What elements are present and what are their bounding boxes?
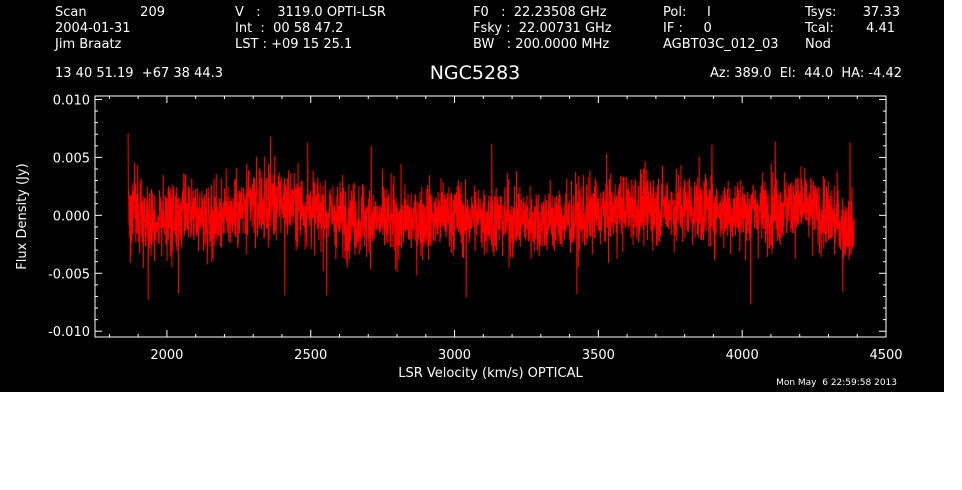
y-axis-label: Flux Density (Jy) [15, 163, 30, 269]
x-tick-label: 4500 [869, 348, 902, 363]
polarization: Pol: I [663, 5, 711, 20]
y-tick-label: 0.010 [53, 93, 90, 108]
spectrum-series-line [127, 133, 855, 305]
observation-date: 2004-01-31 [55, 21, 131, 36]
tcal-value: 4.41 [866, 21, 895, 36]
x-tick-label: 3500 [582, 348, 615, 363]
spectrum-chart: 2000 2500 3000 3500 4000 4500 -0.010 -0.005 0.00… [15, 93, 903, 381]
sky-frequency: Fsky : 22.00731 GHz [473, 21, 612, 36]
render-timestamp: Mon May 6 22:59:58 2013 [776, 378, 897, 388]
x-axis-label: LSR Velocity (km/s) OPTICAL [398, 366, 583, 381]
tsys-value: 37.33 [862, 5, 900, 20]
y-tick-label: 0.005 [53, 151, 90, 166]
switching-mode: Nod [805, 37, 831, 52]
tick-layer: 2000 2500 3000 3500 4000 4500 -0.010 -0.005 0.00… [48, 93, 902, 363]
integration-time: Int : 00 58 47.2 [235, 21, 344, 36]
scan-number: 209 [140, 5, 165, 20]
y-tick-label: 0.000 [53, 209, 90, 224]
procedure-name: AGBT03C_012_03 [663, 37, 779, 52]
source-coordinates: 13 40 51.19 +67 38 44.3 [55, 66, 224, 81]
bandwidth: BW : 200.0000 MHz [473, 37, 610, 52]
tcal-label: Tcal: [805, 21, 834, 36]
chart-title: NGC5283 [429, 62, 521, 84]
rest-frequency: F0 : 22.23508 GHz [473, 5, 607, 20]
x-tick-label: 2000 [150, 348, 183, 363]
x-tick-label: 4000 [726, 348, 759, 363]
if-number: IF : 0 [663, 21, 712, 36]
velocity-readout: V : 3119.0 OPTI-LSR [235, 5, 386, 20]
x-tick-label: 3000 [438, 348, 471, 363]
tsys-label: Tsys: [805, 5, 837, 20]
y-tick-label: -0.005 [48, 267, 90, 282]
scan-label: Scan [55, 5, 87, 20]
axes-frame [94, 95, 887, 338]
observer-name: Jim Braatz [55, 37, 122, 52]
lst-readout: LST : +09 15 25.1 [235, 37, 353, 52]
y-tick-label: -0.010 [48, 325, 90, 340]
x-tick-label: 2500 [294, 348, 327, 363]
spectrum-trace-layer [127, 133, 855, 305]
az-el-ha-readout: Az: 389.0 El: 44.0 HA: -4.42 [710, 66, 902, 81]
plot-panel: Scan 209 2004-01-31 Jim Braatz V : 3119.… [0, 0, 944, 392]
